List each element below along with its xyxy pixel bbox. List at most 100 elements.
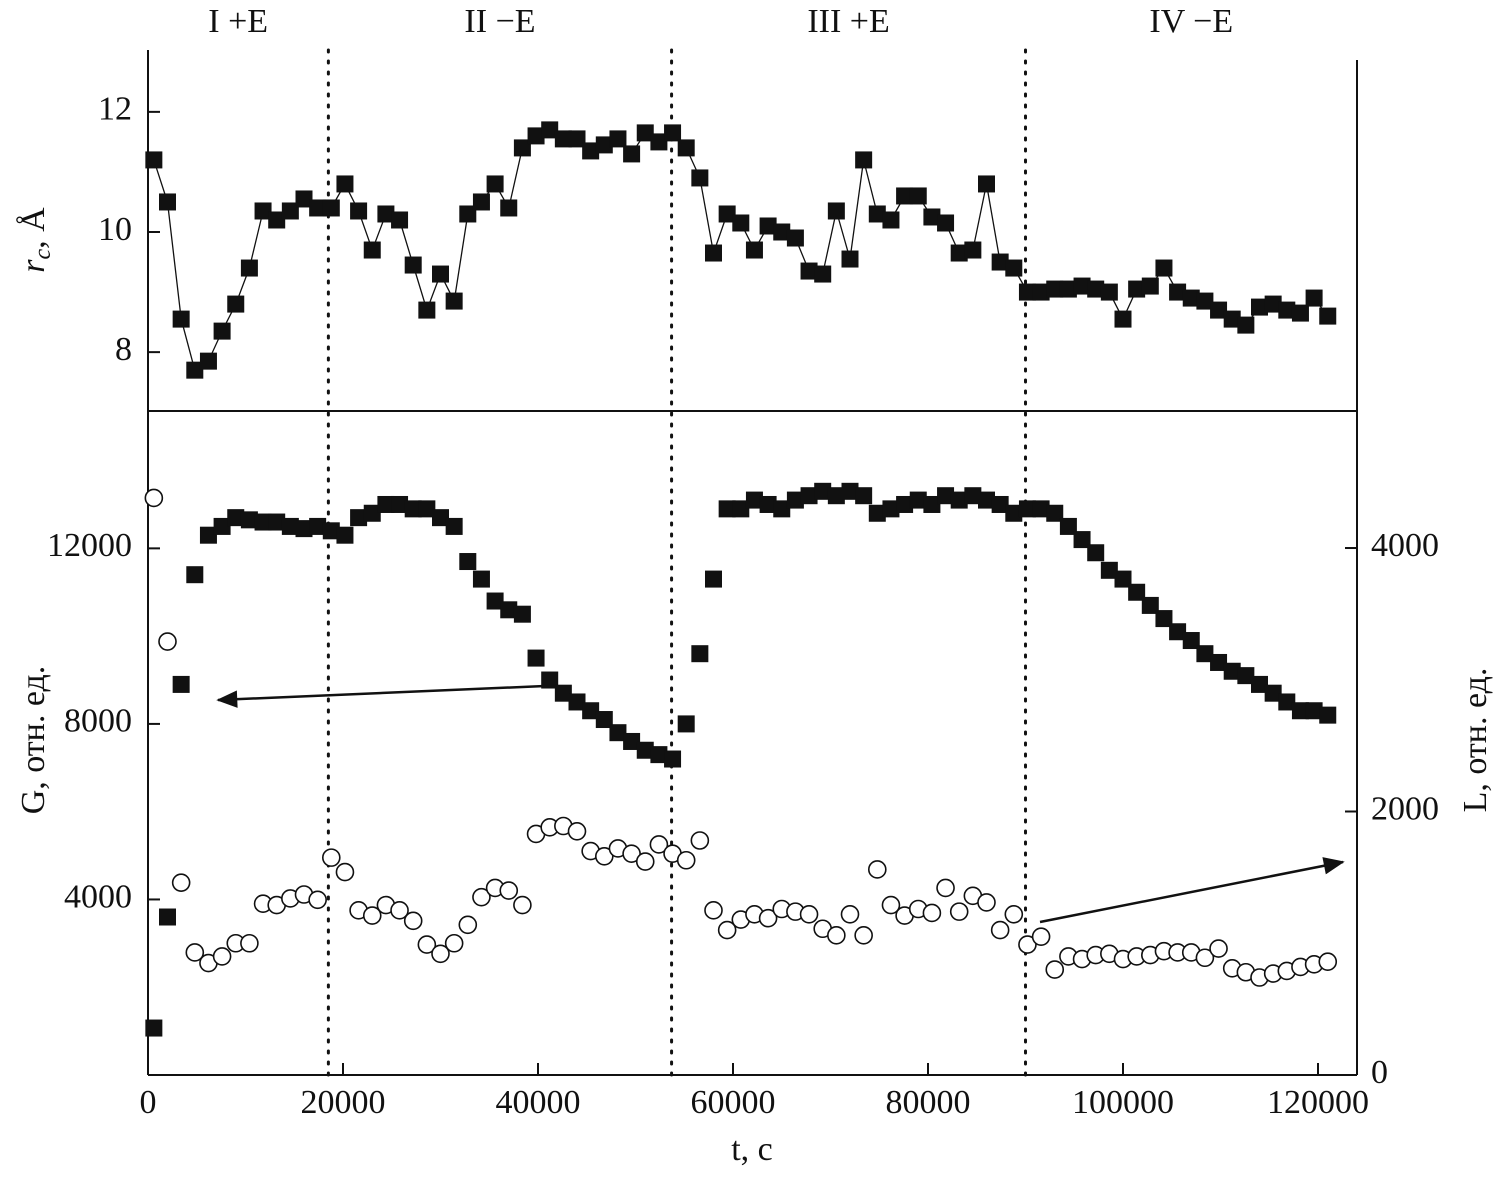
- square-point: [1073, 277, 1091, 295]
- square-point: [800, 262, 818, 280]
- square-point: [159, 908, 176, 926]
- square-point: [363, 241, 381, 259]
- square-point: [554, 684, 572, 702]
- square-point: [1155, 610, 1173, 628]
- circle-point: [690, 831, 710, 850]
- x-tick-label: 20000: [301, 1084, 386, 1121]
- square-point: [254, 513, 272, 531]
- square-point: [1251, 298, 1268, 316]
- square-point: [800, 487, 818, 505]
- y-tick-label: 8000: [64, 703, 132, 740]
- square-point: [1251, 675, 1268, 693]
- circle-point: [867, 860, 887, 879]
- bottom-y2-label: L, отн. ед.: [1457, 668, 1494, 813]
- arrow-to-right-axis: [1039, 857, 1345, 924]
- circle-point: [335, 862, 355, 882]
- phase-label: IV −E: [1149, 3, 1233, 40]
- square-point: [1114, 570, 1132, 588]
- square-point: [281, 517, 299, 535]
- square-point: [1169, 623, 1187, 641]
- square-point: [1319, 706, 1337, 724]
- square-point: [964, 241, 982, 259]
- square-point: [978, 491, 995, 509]
- circle-point: [472, 887, 491, 907]
- y-tick-label: 12000: [47, 527, 132, 564]
- square-point: [1182, 632, 1200, 650]
- square-point: [1169, 283, 1187, 301]
- circle-point: [990, 920, 1010, 940]
- circle-point: [390, 901, 409, 920]
- square-point: [664, 750, 682, 768]
- circle-point: [922, 903, 942, 923]
- square-point: [363, 504, 381, 522]
- square-point: [1196, 292, 1214, 310]
- y-tick-label: 8: [115, 331, 132, 368]
- circle-point: [185, 943, 205, 962]
- square-point: [159, 193, 176, 211]
- square-point: [513, 605, 531, 623]
- square-point: [199, 352, 217, 370]
- circle-point: [854, 926, 873, 945]
- phase-label: III +E: [807, 3, 889, 40]
- square-point: [377, 495, 395, 513]
- circle-point: [649, 835, 669, 854]
- square-point: [281, 202, 299, 220]
- square-point: [336, 175, 354, 193]
- square-point: [718, 500, 736, 518]
- square-point: [254, 202, 272, 220]
- square-point: [1155, 259, 1173, 277]
- square-point: [1291, 304, 1309, 322]
- circle-point: [417, 935, 437, 954]
- square-point: [295, 520, 313, 538]
- circle-point: [977, 893, 996, 912]
- square-point: [1210, 653, 1228, 671]
- square-point: [240, 259, 258, 277]
- square-point: [691, 645, 709, 663]
- square-point: [541, 671, 559, 689]
- circle-point: [431, 944, 450, 964]
- square-point: [705, 570, 722, 588]
- square-point: [582, 702, 600, 720]
- square-point: [773, 500, 791, 518]
- square-point: [773, 223, 791, 241]
- square-point: [213, 322, 231, 340]
- circle-point: [594, 847, 614, 866]
- circle-point: [676, 850, 696, 870]
- y-tick-label: 10: [98, 211, 132, 248]
- circle-point: [567, 821, 587, 841]
- circle-point: [1004, 904, 1024, 924]
- y-label-subscript: c: [30, 248, 56, 259]
- square-point: [1073, 531, 1091, 549]
- square-point: [1196, 645, 1214, 663]
- y-tick-label: 4000: [64, 878, 132, 915]
- square-point: [404, 256, 422, 274]
- square-point: [937, 214, 955, 232]
- square-point: [322, 199, 340, 217]
- square-point: [268, 211, 286, 229]
- y2-tick-label: 4000: [1371, 527, 1439, 564]
- y-label-unit: , Å: [15, 207, 52, 249]
- square-point: [1114, 310, 1132, 328]
- circle-point: [144, 488, 164, 508]
- square-point: [732, 500, 750, 518]
- square-point: [827, 202, 845, 220]
- square-point: [1264, 684, 1282, 702]
- square-point: [1182, 289, 1200, 307]
- square-point: [432, 265, 449, 283]
- y-tick-label: 12: [98, 91, 132, 128]
- circle-point: [936, 878, 955, 898]
- square-point: [350, 202, 368, 220]
- square-point: [1005, 504, 1023, 522]
- square-point: [745, 241, 763, 259]
- square-point: [472, 570, 490, 588]
- square-point: [186, 361, 204, 379]
- square-point: [1059, 517, 1077, 535]
- phase-label: II −E: [464, 3, 535, 40]
- circle-point: [622, 844, 641, 863]
- square-point: [1210, 301, 1228, 319]
- square-point: [1278, 301, 1296, 319]
- square-point: [950, 244, 968, 262]
- circle-point: [635, 852, 655, 871]
- square-point: [377, 205, 395, 223]
